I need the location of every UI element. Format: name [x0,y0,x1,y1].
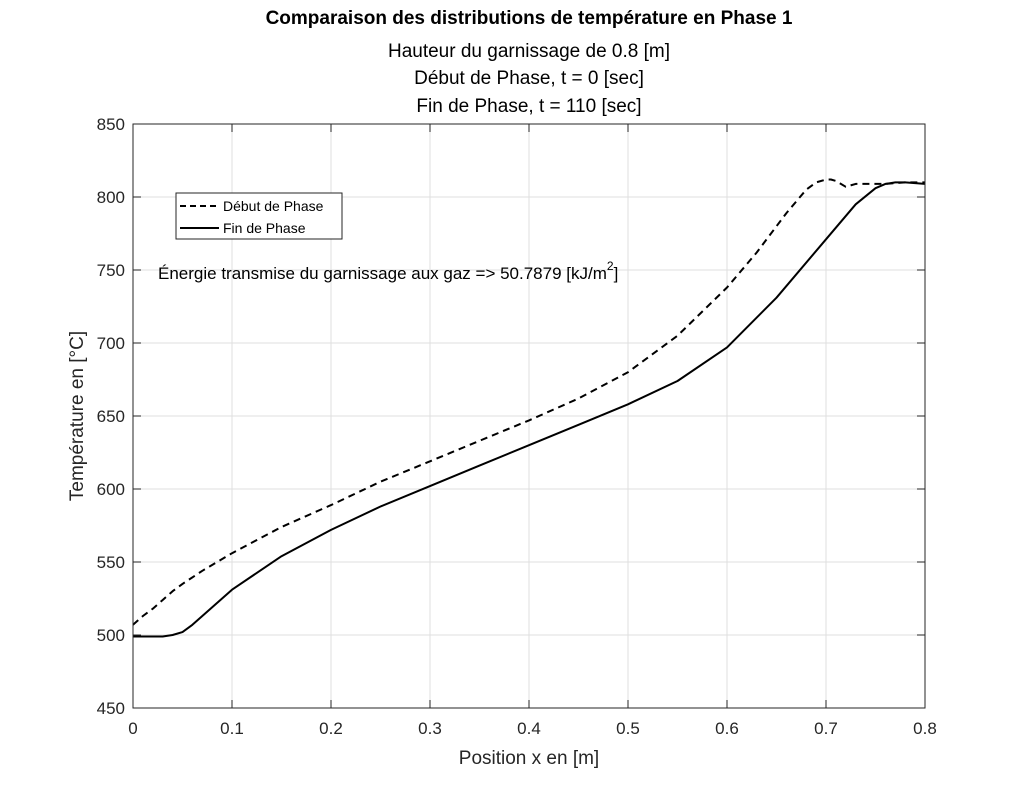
x-tick-label: 0.6 [715,719,739,738]
x-axis-label: Position x en [m] [459,748,599,769]
legend-label-debut: Début de Phase [223,198,324,214]
y-tick-label: 650 [97,407,125,426]
chart-subtitle-2: Début de Phase, t = 0 [sec] [414,68,644,89]
x-tick-label: 0 [128,719,137,738]
series-line-debut-de-phase [132,178,925,626]
energy-annotation: Énergie transmise du garnissage aux gaz … [158,259,618,283]
annotation-suffix: ] [614,264,619,283]
legend-label-fin: Fin de Phase [223,220,306,236]
x-tick-label: 0.1 [220,719,244,738]
y-axis-label: Température en [°C] [67,331,88,501]
series-layer [132,178,926,638]
ticks: 0 0.1 0.2 0.3 0.4 0.5 0.6 0.7 0.8 450 500 550 600 650… [97,115,937,738]
x-tick-label: 0.8 [913,719,937,738]
y-tick-label: 600 [97,480,125,499]
chart-title: Comparaison des distributions de tempéra… [266,8,793,29]
y-tick-label: 800 [97,188,125,207]
annotation-text: Énergie transmise du garnissage aux gaz … [158,264,607,283]
legend: Début de Phase Fin de Phase [175,192,343,240]
x-tick-label: 0.2 [319,719,343,738]
x-tick-label: 0.3 [418,719,442,738]
x-tick-label: 0.7 [814,719,838,738]
series-line-fin-de-phase [133,181,926,638]
y-tick-label: 750 [97,261,125,280]
x-tick-label: 0.5 [616,719,640,738]
legend-box [175,192,343,240]
chart-subtitle-3: Fin de Phase, t = 110 [sec] [416,96,641,117]
y-tick-label: 850 [97,115,125,134]
annotation-superscript: 2 [607,259,614,273]
chart-subtitle-1: Hauteur du garnissage de 0.8 [m] [388,41,670,62]
x-tick-label: 0.4 [517,719,541,738]
y-tick-label: 500 [97,626,125,645]
grid [132,123,926,709]
y-tick-label: 700 [97,334,125,353]
y-tick-label: 550 [97,553,125,572]
y-tick-label: 450 [97,699,125,718]
